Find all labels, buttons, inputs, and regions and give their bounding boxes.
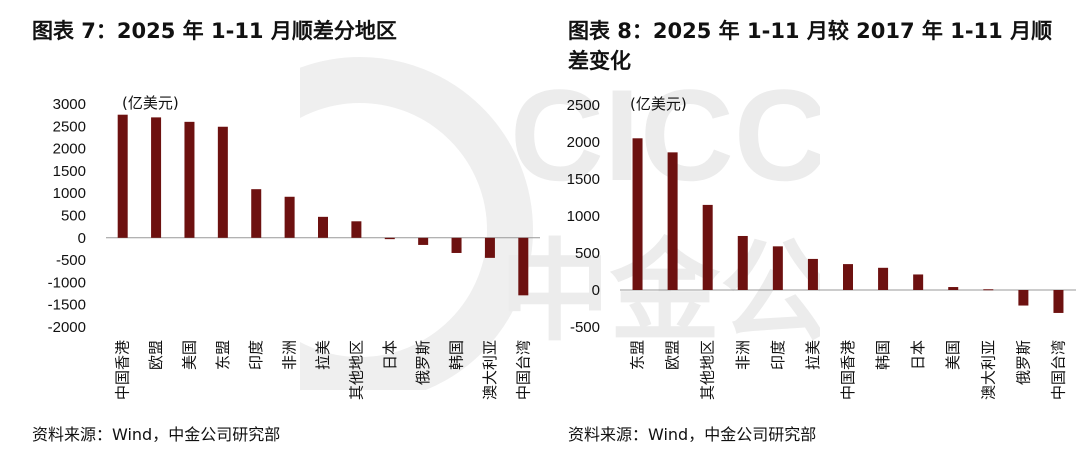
category-label: 澳大利亚 [979,340,997,400]
bar-中国香港 [117,114,128,238]
y-tick-label: -1000 [48,274,86,291]
bar-韩国 [451,237,462,253]
category-label: 非洲 [281,340,299,370]
category-label: 中国香港 [839,340,857,400]
category-label: 印度 [769,340,787,370]
category-label: 美国 [180,340,198,370]
y-tick-label: 1500 [53,163,86,180]
bar-欧盟 [667,152,678,290]
bar-印度 [772,246,783,290]
y-tick-label: 0 [78,230,86,247]
category-label: 日本 [381,340,399,370]
bar-中国香港 [843,264,853,290]
bar-美国 [184,121,195,238]
category-label: 其他地区 [347,340,365,400]
bar-韩国 [878,267,889,290]
unit-label: (亿美元) [122,94,179,112]
category-label: 印度 [247,340,265,370]
source-note-left: 资料来源：Wind，中金公司研究部 [32,425,281,444]
bar-其他地区 [351,221,362,238]
category-label: 东盟 [629,340,647,370]
category-label: 东盟 [214,340,232,370]
category-label: 欧盟 [664,340,682,370]
chart-panel-right: 图表 8：2025 年 1-11 月较 2017 年 1-11 月顺差变化 (亿… [540,0,1080,457]
category-label: 澳大利亚 [481,340,499,400]
y-tick-label: 1000 [567,208,600,225]
bar-俄罗斯 [1018,290,1029,306]
chart-title-right: 图表 8：2025 年 1-11 月较 2017 年 1-11 月顺差变化 [568,19,1053,73]
bar-澳大利亚 [983,289,994,291]
category-label: 日本 [909,340,927,370]
y-tick-label: -2000 [48,319,86,336]
category-label: 韩国 [874,340,892,370]
bar-chart-left: (亿美元) -2000 -1500 -1000 -500 0 500 1000 1500 2000… [48,94,540,400]
category-label: 中国香港 [114,340,132,400]
chart-title-left: 图表 7：2025 年 1-11 月顺差分地区 [32,19,397,43]
y-tick-label: 2500 [53,118,86,135]
y-tick-label: 1500 [567,171,600,188]
y-tick-label: 500 [61,208,86,225]
y-tick-label: 2000 [567,134,600,151]
bar-日本 [384,237,395,240]
category-label: 拉美 [314,340,332,370]
bar-东盟 [632,138,643,290]
bar-日本 [913,274,924,290]
bar-其他地区 [702,204,713,290]
category-label: 中国台湾 [514,340,532,400]
y-tick-label: -500 [56,252,86,269]
category-label: 拉美 [804,340,822,370]
y-tick-label: 1000 [53,185,86,202]
bar-非洲 [737,235,748,290]
y-tick-label: -1500 [48,297,86,314]
bar-中国台湾 [1053,290,1064,313]
y-tick-label: 3000 [53,96,86,113]
bar-中国台湾 [518,237,529,296]
bar-欧盟 [151,117,162,238]
source-note-right: 资料来源：Wind，中金公司研究部 [568,425,817,444]
chart-panel-left: 图表 7：2025 年 1-11 月顺差分地区 (亿美元) -2000 -1500 -… [32,19,540,444]
y-tick-label: 0 [592,282,600,299]
bar-俄罗斯 [418,237,429,245]
category-label: 韩国 [448,340,466,370]
y-tick-label: 500 [575,245,600,262]
bar-东盟 [217,126,228,238]
bar-chart-right: (亿美元) -500 0 500 1000 1500 2000 2500 东盟 欧盟 其他地区 非洲印… [567,95,1076,400]
unit-label: (亿美元) [630,95,687,113]
bar-非洲 [284,196,295,238]
bar-拉美 [807,258,818,290]
y-tick-label: -500 [570,319,600,336]
category-label: 欧盟 [147,340,165,370]
bar-美国 [948,287,959,290]
bar-印度 [251,189,262,238]
category-label: 俄罗斯 [414,340,432,385]
category-label: 其他地区 [699,340,717,400]
category-label: 非洲 [734,340,752,370]
bar-拉美 [318,216,328,238]
y-tick-label: 2000 [53,141,86,158]
y-tick-label: 2500 [567,97,600,114]
category-label: 美国 [944,340,962,370]
bar-澳大利亚 [484,237,495,258]
category-label: 中国台湾 [1049,340,1067,400]
category-label: 俄罗斯 [1014,340,1032,385]
